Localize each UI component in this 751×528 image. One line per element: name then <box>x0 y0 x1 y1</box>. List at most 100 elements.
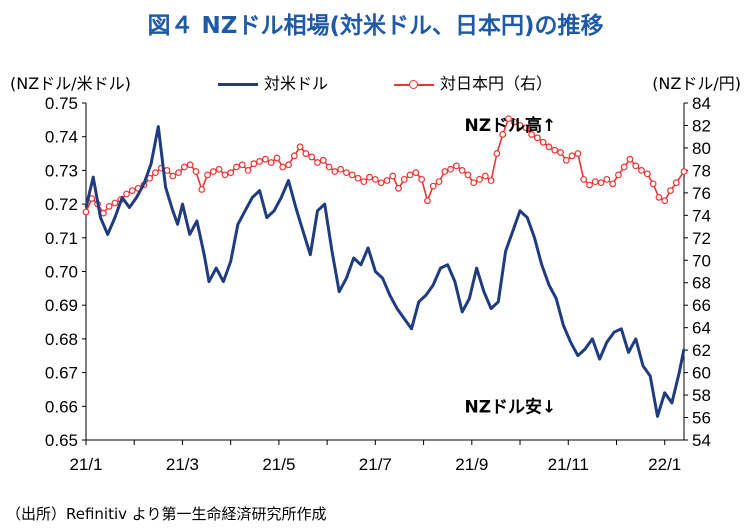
series-jpy-point <box>290 152 298 160</box>
tick-labels: 0.65 0.66 0.67 0.68 0.69 0.70 0.71 0.72 0.73 0.74… <box>45 94 711 474</box>
x-tick-label: 21/7 <box>359 455 392 474</box>
series-jpy-point <box>383 177 391 184</box>
series-jpy-point <box>568 152 576 160</box>
y-right-tick-label: 60 <box>692 364 711 383</box>
series-jpy-point <box>603 175 611 183</box>
series-jpy-point <box>186 161 194 169</box>
series-jpy-point <box>499 131 507 138</box>
annotation-label: NZドル高↑ <box>464 115 556 136</box>
series-jpy-point <box>343 169 350 177</box>
legend-label-jpy: 対日本円（右） <box>440 74 553 93</box>
series-jpy-point <box>302 150 310 157</box>
series-jpy-point <box>325 163 333 171</box>
series-jpy-point <box>429 182 437 190</box>
y-axis-left-label: (NZドル/米ドル) <box>10 74 131 93</box>
y-left-tick-label: 0.67 <box>45 364 78 383</box>
series-jpy-point <box>487 177 495 184</box>
y-right-tick-label: 76 <box>692 184 711 203</box>
series-jpy-point <box>331 168 339 175</box>
y-left-tick-label: 0.70 <box>45 263 78 282</box>
series-jpy-point <box>209 168 217 175</box>
series-jpy-point <box>337 165 345 173</box>
x-tick-label: 21/9 <box>455 455 488 474</box>
series-jpy-point <box>377 179 385 187</box>
y-right-tick-label: 74 <box>692 206 711 225</box>
series-jpy-point <box>406 171 414 179</box>
annotations: NZドル高↑ NZドル安↓ <box>464 115 556 417</box>
series-jpy-point <box>123 190 130 198</box>
series-jpy-point <box>522 124 530 132</box>
series-jpy-point <box>655 193 663 201</box>
series-jpy-point <box>643 170 651 178</box>
series-usd <box>84 125 686 418</box>
series-jpy-point <box>400 175 408 183</box>
y-left-tick-label: 0.72 <box>45 195 78 214</box>
y-right-tick-label: 58 <box>692 386 711 405</box>
annotation-label: NZドル安↓ <box>464 396 556 417</box>
series-jpy-point <box>250 160 258 168</box>
series-jpy-point <box>319 156 327 164</box>
y-right-tick-label: 66 <box>692 296 711 315</box>
series-jpy-point <box>528 131 536 138</box>
series-jpy-point <box>152 169 159 177</box>
series-jpy-point <box>586 181 593 189</box>
series-jpy-point <box>360 178 368 186</box>
y-right-tick-label: 68 <box>692 274 711 293</box>
series-jpy-point <box>481 172 489 180</box>
series-jpy-point <box>424 197 431 205</box>
legend-swatch-jpy <box>394 79 434 89</box>
y-right-tick-label: 82 <box>692 116 711 135</box>
series-jpy-point <box>215 165 223 173</box>
series-jpy-point <box>680 168 688 175</box>
series-jpy-point <box>111 199 119 207</box>
series-jpy-point <box>348 171 356 179</box>
series-jpy-point <box>128 187 136 195</box>
series-jpy-point <box>609 180 617 188</box>
series-jpy-point <box>580 175 588 183</box>
x-tick-label: 21/1 <box>69 455 102 474</box>
axes <box>82 102 688 445</box>
series-jpy-point <box>510 118 518 126</box>
series-jpy-point <box>227 169 235 177</box>
y-axis-right-label: (NZドル/円) <box>652 74 741 93</box>
series-jpy-point <box>296 143 304 151</box>
y-left-tick-label: 0.73 <box>45 161 78 180</box>
series-jpy-point <box>626 155 634 163</box>
series-jpy-point <box>395 184 402 192</box>
series-jpy-point <box>505 115 512 123</box>
series-jpy-point <box>285 161 292 169</box>
series-jpy-point <box>204 171 211 179</box>
series-jpy-point <box>389 172 397 180</box>
series-jpy-point <box>371 175 379 183</box>
series-jpy-point <box>672 179 680 187</box>
series-jpy-point <box>198 186 206 193</box>
source-note: （出所）Refinitiv より第一生命経済研究所作成 <box>6 505 327 523</box>
series-jpy-point <box>533 134 541 142</box>
series-jpy-point <box>308 153 316 161</box>
y-right-tick-label: 80 <box>692 139 711 158</box>
legend-item-jpy: 対日本円（右） <box>394 70 552 94</box>
series-jpy-point <box>632 162 640 170</box>
series-jpy-point <box>256 158 264 165</box>
y-left-tick-label: 0.75 <box>45 94 78 113</box>
series-jpy-point <box>314 159 321 166</box>
series-jpy-point <box>238 161 246 169</box>
series-jpy-point <box>591 178 599 186</box>
x-tick-label: 22/1 <box>648 455 681 474</box>
legend-item-usd: 対米ドル <box>218 70 328 94</box>
series-jpy-point <box>279 163 287 171</box>
series-jpy-point <box>180 163 188 171</box>
y-left-tick-label: 0.74 <box>45 128 78 147</box>
y-right-tick-label: 72 <box>692 229 711 248</box>
y-right-tick-label: 56 <box>692 409 711 428</box>
series-jpy-point <box>262 155 269 163</box>
series-jpy-point <box>221 171 229 179</box>
series-jpy-point <box>105 202 113 210</box>
series-jpy-point <box>233 163 240 171</box>
series-jpy-point <box>175 169 182 177</box>
series-jpy-point <box>562 156 570 164</box>
series-jpy-point <box>267 159 275 166</box>
y-right-tick-label: 78 <box>692 161 711 180</box>
series-jpy-point <box>82 208 90 216</box>
